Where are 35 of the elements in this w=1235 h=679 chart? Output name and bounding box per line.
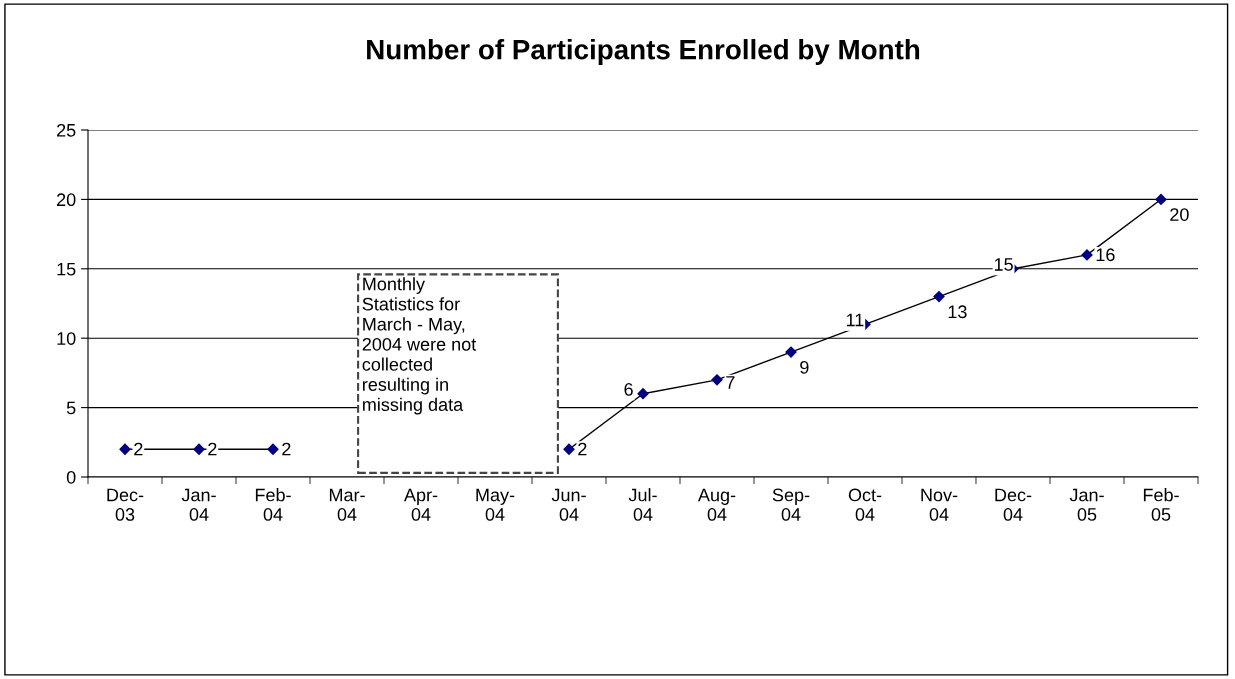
x-tick-label: Jul-04: [628, 488, 657, 521]
data-label: 13: [948, 305, 967, 319]
data-label: 2: [578, 442, 587, 456]
data-label: 15: [994, 258, 1013, 271]
x-tick-label: Feb-05: [1143, 488, 1179, 521]
y-tick-label: 15: [57, 262, 76, 276]
x-tick-label: Dec-04: [995, 488, 1032, 521]
y-tick-label: 20: [57, 193, 76, 207]
x-tick-label: Jun-04: [551, 488, 586, 521]
x-tick-label: Dec-03: [107, 488, 144, 521]
chart-title: Number of Participants Enrolled by Month: [367, 39, 920, 65]
x-tick-label: Jan-04: [181, 488, 216, 521]
data-label: 2: [208, 442, 217, 456]
x-tick-label: Jan-05: [1069, 488, 1104, 521]
y-tick-label: 25: [57, 123, 76, 137]
x-tick-label: Feb-04: [255, 488, 291, 521]
x-tick-label: Apr-04: [403, 488, 438, 521]
x-tick-label: Nov-04: [921, 488, 958, 521]
data-label: 2: [282, 442, 291, 456]
y-tick-label: 0: [66, 470, 76, 484]
data-label: 9: [800, 360, 809, 374]
x-tick-label: Aug-04: [697, 488, 736, 521]
y-tick-label: 5: [66, 401, 76, 415]
data-label: 6: [624, 383, 633, 396]
data-label: 16: [1096, 248, 1115, 262]
annotation: Monthly Statistics for March - May, 2004 were not collected resulting in missing data: [362, 277, 477, 415]
x-tick-label: Oct-04: [848, 488, 882, 521]
data-label: 20: [1170, 208, 1189, 221]
x-tick-label: May-04: [476, 488, 515, 521]
x-tick-label: Mar-04: [329, 488, 365, 521]
data-label: 11: [846, 313, 864, 327]
data-label: 7: [726, 376, 735, 389]
y-tick-label: 10: [57, 332, 76, 345]
data-label: 2: [134, 442, 143, 456]
x-tick-label: Sep-04: [772, 488, 810, 521]
